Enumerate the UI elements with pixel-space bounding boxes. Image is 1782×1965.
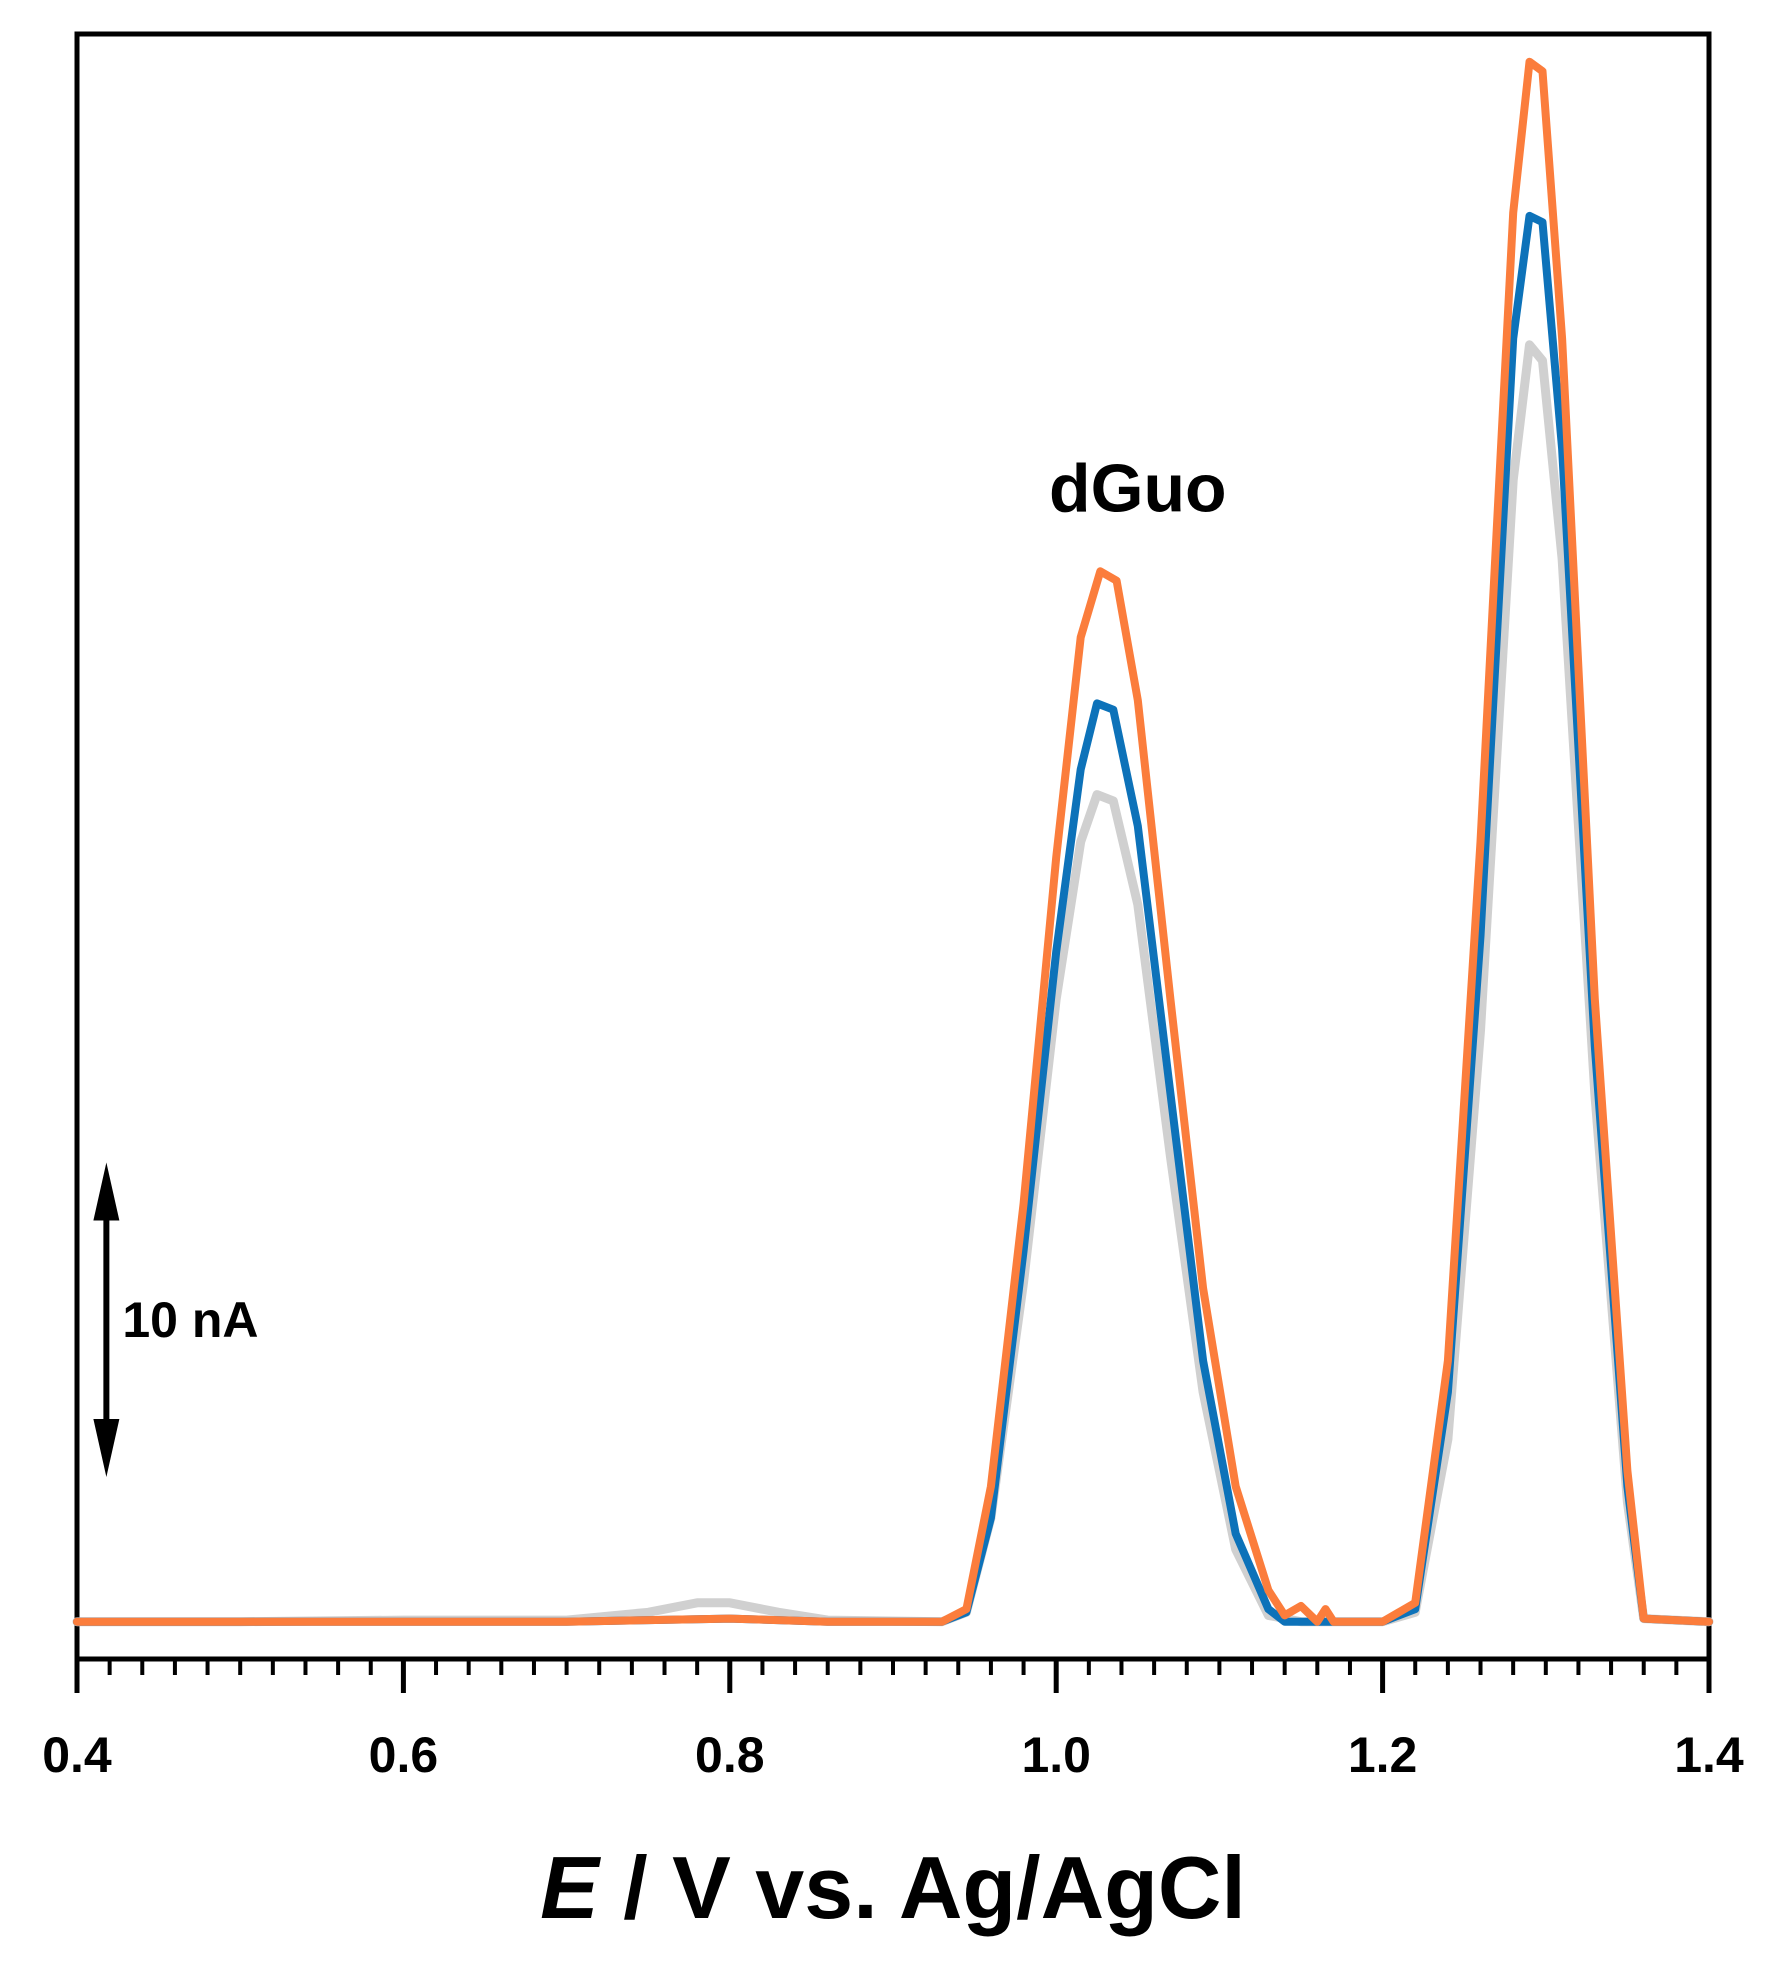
x-axis-title: E / V vs. Ag/AgCl (540, 1838, 1246, 1937)
x-tick-label: 0.6 (369, 1727, 439, 1783)
x-axis-title-italic: E (540, 1838, 601, 1937)
x-tick-label: 1.0 (1021, 1727, 1091, 1783)
scale-bar: 10 nA (93, 1162, 259, 1478)
series-line-2 (73, 211, 1713, 1626)
x-tick-label: 1.2 (1348, 1727, 1418, 1783)
x-tick-label: 0.4 (42, 1727, 112, 1783)
series-layer (72, 57, 1714, 1627)
scale-bar-arrow-down-icon (93, 1419, 120, 1478)
major-ticks (74, 1659, 1712, 1693)
series-line-3 (73, 57, 1713, 1626)
x-tick-labels: 0.4 0.6 0.8 1.0 1.2 1.4 (42, 1727, 1744, 1783)
series-line-1 (72, 340, 1714, 1627)
peak-label-dguo: dGuo (1049, 451, 1227, 527)
plot-frame (74, 31, 1712, 1662)
peak-annotations: dGuodAdo (1049, 451, 1227, 527)
minor-ticks (75, 1659, 1711, 1675)
x-axis-title-rest: / V vs. Ag/AgCl (599, 1838, 1246, 1937)
x-tick-label: 1.4 (1674, 1727, 1744, 1783)
x-tick-label: 0.8 (695, 1727, 765, 1783)
scale-bar-arrow-up-icon (93, 1162, 120, 1221)
scale-bar-label: 10 nA (122, 1292, 258, 1348)
